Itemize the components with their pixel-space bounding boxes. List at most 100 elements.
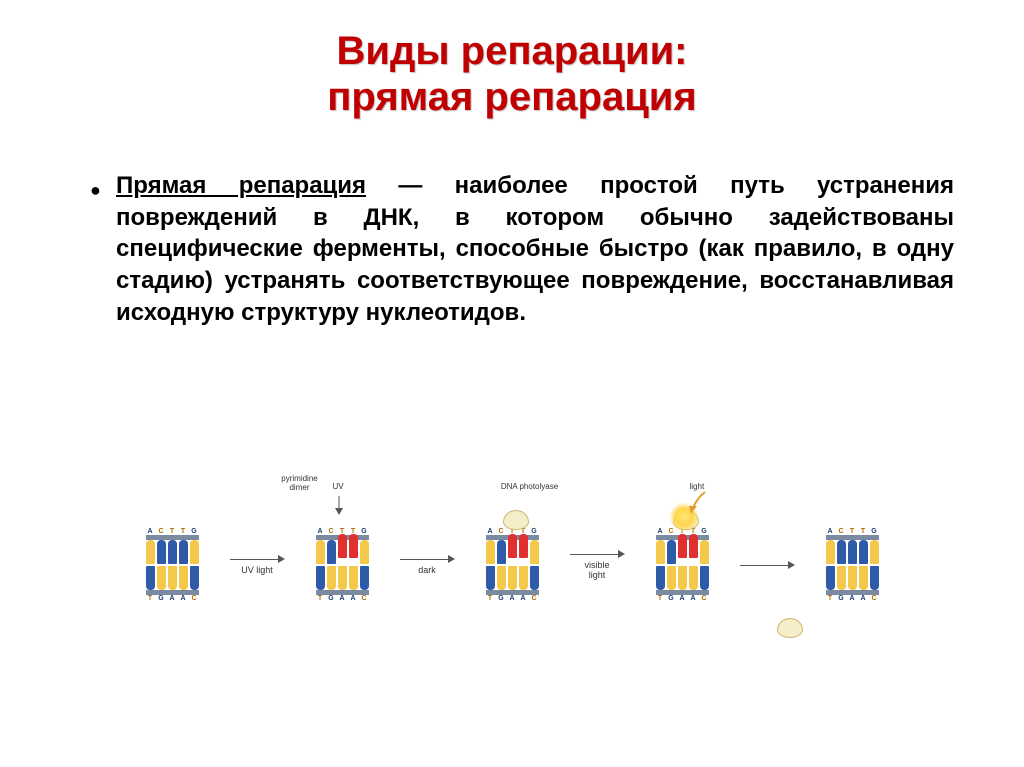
nucleotide [179,540,188,564]
base-label: G [327,595,336,602]
nucleotide [667,566,676,590]
base-label: G [360,528,369,535]
nucleotide [870,540,879,564]
body-text: ● Прямая репарация — наиболее простой пу… [0,140,1024,328]
nucleotide [689,566,698,590]
base-label: T [826,595,835,602]
base-label: G [870,528,879,535]
arrow-label: UV light [241,565,273,575]
dna-duplex: ACTTGTGAAC [316,528,369,602]
nucleotide [530,566,539,590]
nucleotide [656,540,665,564]
definition-paragraph: Прямая репарация — наиболее простой путь… [116,170,954,328]
nucleotide [678,566,687,590]
nucleotide [190,540,199,564]
dna-duplex: ACTTGTGAAC [656,528,709,602]
arrow: visible light [570,550,625,580]
base-label: C [360,595,369,602]
base-label: C [870,595,879,602]
nucleotide [360,566,369,590]
base-label: T [146,595,155,602]
nucleotide [497,566,506,590]
light-ray-icon [687,490,707,519]
arrow-label: dark [418,565,436,575]
photolyase-released-icon [777,618,803,638]
nucleotide [360,540,369,564]
base-label: T [656,595,665,602]
dna-duplex: ACTTGTGAAC [826,528,879,602]
base-label: A [689,595,698,602]
nucleotide [327,540,336,564]
nucleotide [146,566,155,590]
base-label: T [859,528,868,535]
nucleotide [486,566,495,590]
nucleotide [179,566,188,590]
nucleotide [508,534,517,558]
nucleotide [349,534,358,558]
nucleotide [349,566,358,590]
base-label: A [146,528,155,535]
base-label: A [349,595,358,602]
base-label: A [678,595,687,602]
bullet-dot: ● [90,180,98,201]
base-label: G [157,595,166,602]
base-label: A [316,528,325,535]
term: Прямая репарация [116,172,366,199]
nucleotide [848,566,857,590]
base-label: C [837,528,846,535]
base-label: G [667,595,676,602]
nucleotide [678,534,687,558]
base-label: C [530,595,539,602]
nucleotide [190,566,199,590]
nucleotide [837,566,846,590]
base-label: C [190,595,199,602]
base-label: T [848,528,857,535]
uv-label: UV [333,482,344,491]
nucleotide [168,566,177,590]
nucleotide [656,566,665,590]
title-line-1: Виды репарации: [0,28,1024,74]
base-label: G [700,528,709,535]
base-label: A [519,595,528,602]
base-label: T [486,595,495,602]
nucleotide [168,540,177,564]
dna-duplex: ACTTGTGAAC [146,528,199,602]
nucleotide [508,566,517,590]
nucleotide [157,540,166,564]
arrow [740,561,795,569]
diagram-stage: ACTTGTGAACUVpyrimidine dimer [295,500,390,630]
photoreactivation-diagram: ACTTGTGAACUV lightACTTGTGAACUVpyrimidine… [0,480,1024,650]
nucleotide [146,540,155,564]
dna-duplex: ACTTGTGAAC [486,528,539,602]
title-line-2: прямая репарация [0,74,1024,120]
dimer-label: pyrimidine dimer [275,474,325,492]
nucleotide [519,534,528,558]
uv-arrow-icon [332,496,346,521]
base-label: A [656,528,665,535]
nucleotide [530,540,539,564]
nucleotide [826,540,835,564]
diagram-stage: ACTTGTGAAC [805,500,900,630]
base-label: T [316,595,325,602]
base-label: A [848,595,857,602]
nucleotide [338,534,347,558]
nucleotide [870,566,879,590]
base-label: C [700,595,709,602]
base-label: A [179,595,188,602]
base-label: A [508,595,517,602]
nucleotide [519,566,528,590]
nucleotide [848,540,857,564]
photolyase-label: DNA photolyase [485,482,575,491]
base-label: A [826,528,835,535]
nucleotide [667,540,676,564]
base-label: C [157,528,166,535]
base-label: C [327,528,336,535]
base-label: A [486,528,495,535]
nucleotide [327,566,336,590]
nucleotide [157,566,166,590]
base-label: A [168,595,177,602]
base-label: T [179,528,188,535]
base-label: G [837,595,846,602]
arrow: dark [400,555,455,575]
nucleotide [316,566,325,590]
